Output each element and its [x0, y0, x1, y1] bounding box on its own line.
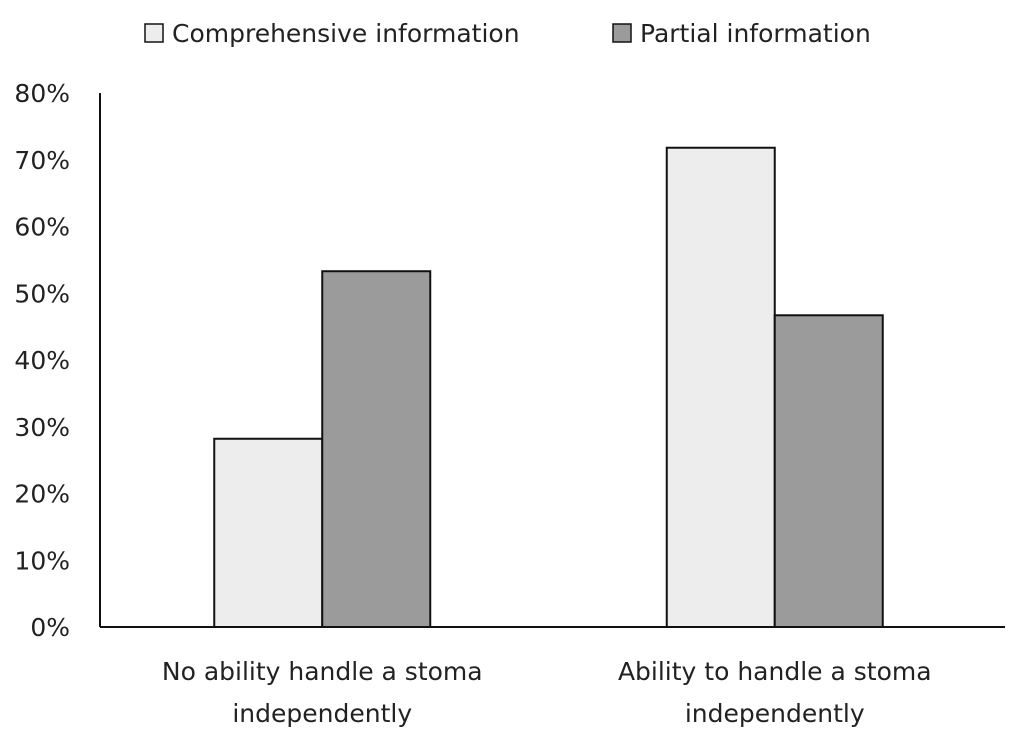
legend-label: Partial information: [640, 19, 871, 48]
x-category-label: No ability handle a stoma: [162, 657, 483, 686]
bar-comprehensive-1: [213, 437, 324, 629]
y-tick-label: 40%: [14, 346, 70, 375]
x-category-label: Ability to handle a stoma: [618, 657, 932, 686]
y-tick-label: 50%: [14, 279, 70, 308]
bar-partial-2: [773, 314, 884, 628]
bar-comprehensive-2: [665, 146, 776, 629]
legend-swatch: [144, 23, 164, 43]
legend-swatch: [612, 23, 632, 43]
y-tick-label: 80%: [14, 79, 70, 108]
y-tick-label: 60%: [14, 213, 70, 242]
y-tick-label: 70%: [14, 146, 70, 175]
x-category-label: independently: [685, 699, 865, 728]
y-tick-label: 30%: [14, 413, 70, 442]
y-tick-label: 0%: [30, 613, 70, 642]
legend-label: Comprehensive information: [172, 19, 520, 48]
y-tick-label: 20%: [14, 480, 70, 509]
y-tick-label: 10%: [14, 546, 70, 575]
x-category-label: independently: [232, 699, 412, 728]
bar-partial-1: [321, 270, 432, 628]
